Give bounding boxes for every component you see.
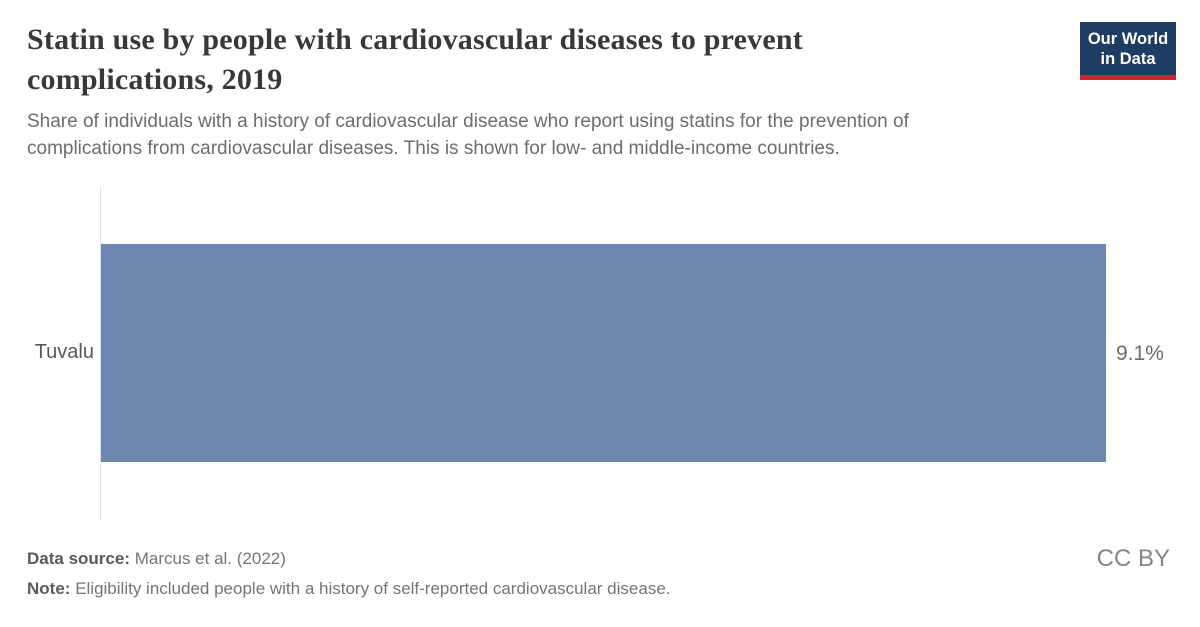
chart-subtitle: Share of individuals with a history of c… bbox=[27, 108, 1177, 162]
y-axis-line bbox=[100, 187, 101, 520]
bar bbox=[101, 244, 1106, 462]
data-source-line: Data source: Marcus et al. (2022) bbox=[27, 549, 286, 569]
subtitle-line-1: Share of individuals with a history of c… bbox=[27, 111, 909, 132]
subtitle-line-2: complications from cardiovascular diseas… bbox=[27, 138, 840, 159]
data-source-value: Marcus et al. (2022) bbox=[134, 549, 286, 568]
page-title: Statin use by people with cardiovascular… bbox=[27, 20, 1067, 100]
owid-logo-text-line-1: Our World bbox=[1087, 29, 1169, 48]
data-source-label: Data source: bbox=[27, 549, 130, 568]
note-label: Note: bbox=[27, 579, 71, 598]
title-line-2: complications, 2019 bbox=[27, 63, 283, 96]
title-line-1: Statin use by people with cardiovascular… bbox=[27, 23, 803, 56]
plot-area bbox=[101, 244, 1106, 462]
owid-logo-text-line-2: in Data bbox=[1100, 49, 1156, 68]
owid-logo: Our World in Data bbox=[1080, 22, 1176, 80]
license-badge: CC BY bbox=[1096, 545, 1170, 572]
note-value: Eligibility included people with a histo… bbox=[75, 579, 671, 598]
note-line: Note: Eligibility included people with a… bbox=[27, 579, 671, 599]
bar-value-label: 9.1% bbox=[1116, 342, 1164, 365]
bar-category-label: Tuvalu bbox=[34, 341, 94, 363]
